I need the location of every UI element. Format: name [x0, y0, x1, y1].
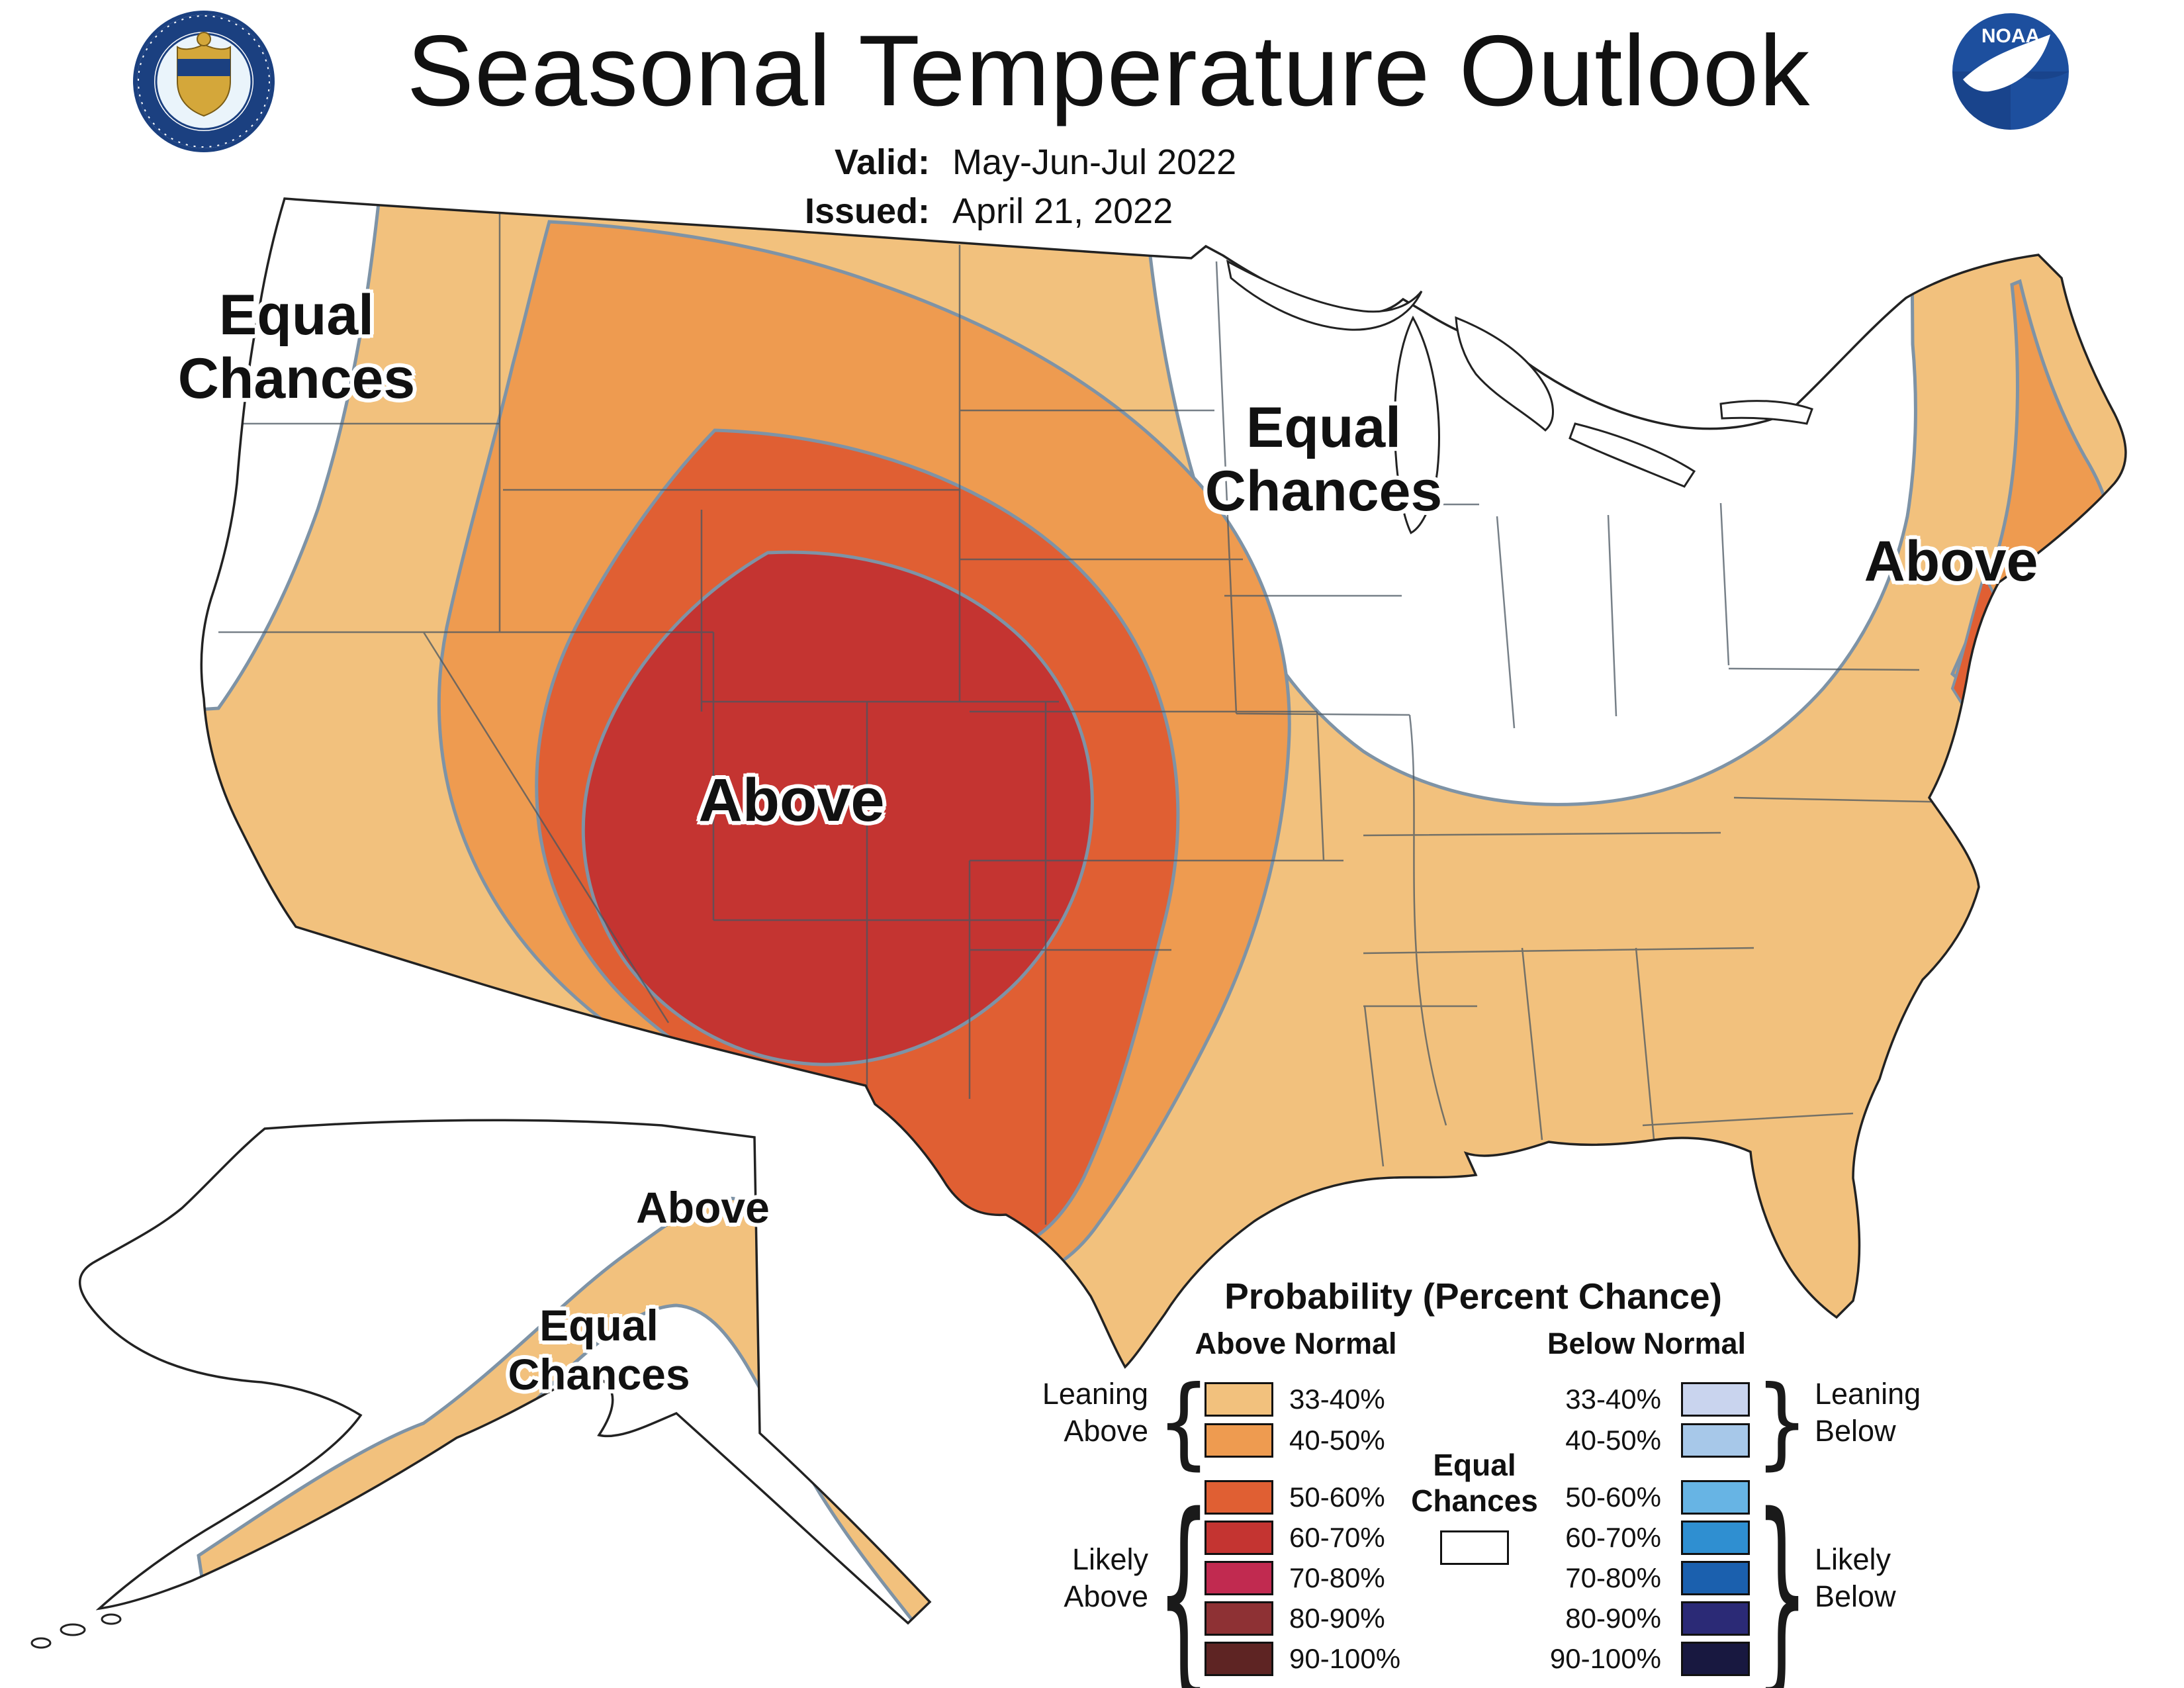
legend-swatch-above-50-60 [1205, 1480, 1273, 1515]
legend-range-above-50-60: 50-60% [1289, 1481, 1385, 1513]
legend-swatch-above-90-100 [1205, 1642, 1273, 1676]
aleutian-islands [30, 1613, 122, 1649]
map-label-center-above: Above [698, 767, 885, 834]
region-above-60-70 [581, 550, 1094, 1066]
legend-range-above-80-90: 80-90% [1289, 1603, 1385, 1634]
legend-swatch-equal-chances [1440, 1530, 1509, 1565]
legend-swatch-above-70-80 [1205, 1561, 1273, 1595]
lake-erie [1569, 422, 1696, 488]
legend-swatch-above-60-70 [1205, 1521, 1273, 1555]
legend-range-below-80-90: 80-90% [1565, 1603, 1661, 1634]
valid-value: May-Jun-Jul 2022 [952, 142, 1237, 182]
svg-text:NOAA: NOAA [1981, 25, 2040, 47]
map-label-northeast-above: Above [1864, 530, 2038, 593]
legend-swatch-below-40-50 [1681, 1423, 1750, 1458]
lake-ontario [1719, 400, 1813, 425]
legend-below-normal-header: Below Normal [1547, 1327, 1747, 1360]
map-label-alaska-above: Above [636, 1183, 770, 1232]
alaska-outline [79, 1119, 932, 1625]
page-title: Seasonal Temperature Outlook [406, 15, 1811, 127]
legend-range-below-50-60: 50-60% [1565, 1481, 1661, 1513]
brace-likely-above: { [1157, 1471, 1211, 1688]
legend-range-above-70-80: 70-80% [1289, 1562, 1385, 1593]
state-boundaries [218, 199, 1958, 1225]
legend-equal-chances-label: Equal Chances [1411, 1448, 1538, 1519]
legend-group-likely-above: Likely Above [1064, 1542, 1148, 1614]
legend-swatch-below-70-80 [1681, 1561, 1750, 1595]
legend-range-above-60-70: 60-70% [1289, 1522, 1385, 1553]
valid-line: Valid: May-Jun-Jul 2022 [761, 142, 1236, 183]
legend-swatch-below-90-100 [1681, 1642, 1750, 1676]
legend-swatch-above-80-90 [1205, 1601, 1273, 1636]
brace-likely-below: } [1755, 1471, 1809, 1688]
conus-outline [200, 197, 2127, 1369]
legend-group-likely-below: Likely Below [1815, 1542, 1896, 1614]
legend-range-below-70-80: 70-80% [1565, 1562, 1661, 1593]
noaa-logo-icon: NOAA [1952, 13, 2069, 130]
legend-swatch-below-50-60 [1681, 1480, 1750, 1515]
map-label-nw-equal-chances: Equal Chances [177, 283, 416, 411]
legend-range-above-40-50: 40-50% [1289, 1425, 1385, 1456]
lake-superior [1226, 259, 1423, 331]
legend-title: Probability (Percent Chance) [1224, 1276, 1722, 1317]
legend-range-above-33-40: 33-40% [1289, 1383, 1385, 1415]
lake-huron [1455, 316, 1554, 432]
legend-group-leaning-above: Leaning Above [1042, 1377, 1148, 1448]
map-label-midwest-equal-chances: Equal Chances [1205, 396, 1443, 524]
legend-above-normal-header: Above Normal [1195, 1327, 1397, 1360]
legend-swatch-below-33-40 [1681, 1382, 1750, 1417]
lake-michigan [1393, 315, 1440, 535]
legend-range-below-60-70: 60-70% [1565, 1522, 1661, 1553]
legend-swatch-below-80-90 [1681, 1601, 1750, 1636]
legend-range-below-90-100: 90-100% [1549, 1643, 1661, 1674]
doc-seal-icon [133, 11, 275, 152]
legend-swatch-above-33-40 [1205, 1382, 1273, 1417]
legend-range-below-33-40: 33-40% [1565, 1383, 1661, 1415]
valid-label: Valid: [834, 142, 930, 182]
brace-leaning-below: } [1755, 1365, 1809, 1480]
legend-range-below-40-50: 40-50% [1565, 1425, 1661, 1456]
great-lakes [1226, 259, 1813, 535]
legend-swatch-below-60-70 [1681, 1521, 1750, 1555]
legend-group-leaning-below: Leaning Below [1815, 1377, 1921, 1448]
legend-range-above-90-100: 90-100% [1289, 1643, 1401, 1674]
issued-value: April 21, 2022 [952, 191, 1173, 231]
issued-label: Issued: [804, 191, 930, 231]
map-label-alaska-equal-chances: Equal Chances [508, 1301, 690, 1399]
issued-line: Issued: April 21, 2022 [761, 191, 1173, 232]
brace-leaning-above: { [1157, 1365, 1211, 1480]
legend-swatch-above-40-50 [1205, 1423, 1273, 1458]
